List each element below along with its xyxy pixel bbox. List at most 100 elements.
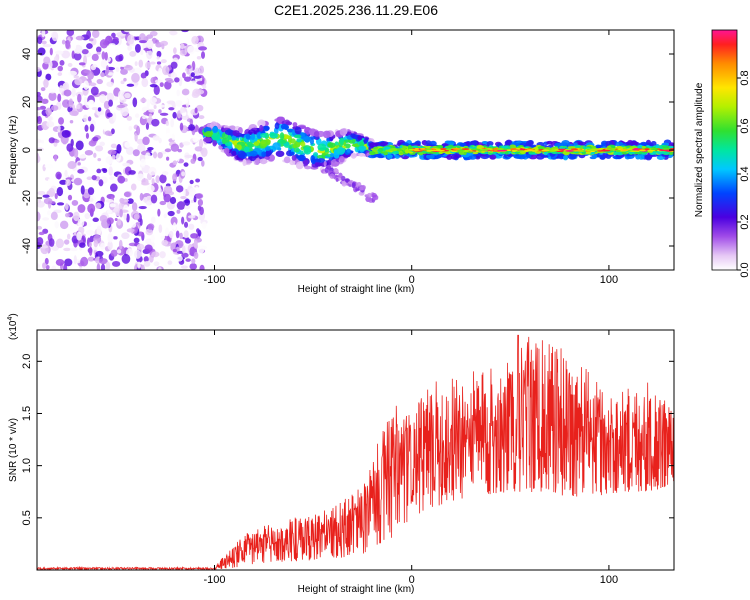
spectrogram-noise-mark — [140, 50, 144, 56]
spectrogram-band-mark — [377, 147, 384, 153]
spectrogram-noise-mark — [197, 205, 202, 212]
spectrogram-noise-mark — [47, 115, 54, 121]
spectrogram-noise-mark — [146, 201, 151, 206]
spectrogram-noise-mark — [78, 62, 86, 66]
spectrogram-noise-mark — [90, 64, 97, 71]
spectrogram-echo-mark — [211, 132, 221, 141]
y-tick-label: 2.0 — [21, 354, 33, 369]
spectrogram-noise-mark — [140, 158, 146, 167]
spectrogram-echo-mark — [295, 161, 304, 170]
y-tick-label: -40 — [21, 238, 33, 254]
spectrogram-noise-mark — [92, 30, 100, 39]
spectrogram-band-mark — [402, 145, 408, 149]
spectrogram-noise-mark — [179, 122, 184, 131]
spectrogram-band-mark — [394, 154, 400, 159]
spectrogram-panel: -100 0 100 -40 -20 0 20 40 Height of straight … — [8, 29, 675, 295]
spectrogram-noise-mark — [55, 259, 65, 266]
spectrogram-band-mark — [641, 145, 646, 149]
spectrogram-noise-mark — [51, 265, 57, 270]
spectrogram-noise-mark — [89, 123, 95, 132]
spectrogram-noise-mark — [159, 251, 166, 259]
spectrogram-core-mark — [639, 149, 646, 152]
spectrogram-noise-mark — [109, 176, 115, 181]
spectrogram-noise-mark — [183, 221, 189, 228]
spectrogram-noise-mark — [105, 155, 114, 165]
spectrogram-noise-mark — [184, 154, 193, 159]
spectrogram-noise-mark — [59, 220, 69, 230]
spectrogram-noise-mark — [133, 213, 140, 220]
spectrogram-noise-mark — [188, 124, 196, 131]
spectrogram-noise-mark — [194, 146, 203, 152]
spectrogram-noise-mark — [61, 50, 71, 59]
spectrogram-noise-mark — [83, 96, 88, 106]
spectrogram-noise-mark — [105, 199, 114, 203]
spectrogram-noise-mark — [190, 233, 199, 239]
spectrogram-noise-mark — [148, 113, 153, 119]
spectrogram-noise-mark — [170, 143, 180, 152]
spectrogram-noise-mark — [86, 176, 93, 180]
spectrogram-noise-mark — [142, 115, 147, 120]
spectrogram-noise-mark — [194, 185, 199, 194]
spectrogram-echo-mark — [280, 140, 287, 144]
spectrogram-noise-mark — [180, 195, 187, 200]
spectrogram-echo-mark — [260, 133, 268, 138]
spectrogram-noise-mark — [110, 143, 117, 149]
spectrogram-echo-mark — [247, 141, 253, 148]
spectrogram-noise-mark — [182, 141, 191, 146]
spectrogram-echo-mark — [291, 154, 297, 161]
spectrogram-core-mark — [548, 149, 555, 152]
spectrogram-noise-mark — [61, 130, 71, 138]
spectrogram-band-mark — [546, 140, 553, 145]
spectrogram-noise-mark — [153, 261, 160, 267]
spectrogram-band-mark — [425, 153, 435, 160]
spectrogram-core-mark — [573, 149, 581, 152]
spectrogram-band-mark — [543, 151, 548, 156]
spectrogram-noise-mark — [37, 138, 42, 144]
spectrogram-noise-mark — [142, 136, 150, 146]
spectrogram-noise-mark — [64, 169, 68, 177]
colorbar-tick-label: 0.8 — [739, 70, 750, 85]
spectrogram-noise-mark — [104, 130, 112, 136]
spectrogram-noise-mark — [41, 30, 46, 38]
spectrogram-noise-mark — [148, 108, 155, 113]
snr-y-label: SNR (10 * v/v) — [8, 418, 19, 482]
spectrogram-echo-mark — [322, 130, 331, 139]
spectrogram-core-mark — [607, 148, 615, 150]
x-tick-label: 0 — [409, 274, 415, 286]
spectrogram-noise-mark — [133, 237, 140, 244]
spectrogram-noise-mark — [176, 201, 186, 210]
spectrogram-noise-mark — [87, 116, 92, 122]
spectrogram-band-mark — [668, 151, 674, 156]
spectrogram-noise-mark — [156, 56, 160, 60]
spectrogram-noise-mark — [139, 192, 144, 201]
spectrogram-tail-mark — [335, 177, 339, 182]
spectrogram-noise-mark — [146, 49, 153, 60]
spectrogram-noise-mark — [200, 51, 206, 59]
spectrogram-band-mark — [446, 140, 455, 144]
spectrogram-noise-mark — [117, 90, 127, 100]
spectrogram-noise-mark — [106, 217, 114, 225]
spectrogram-echo-mark — [264, 146, 271, 151]
spectrogram-noise-mark — [72, 211, 80, 222]
spectrogram-noise-mark — [192, 136, 199, 143]
spectrogram-noise-mark — [40, 87, 46, 92]
spectrogram-echo-mark — [283, 156, 291, 164]
spectrogram-noise-mark — [150, 194, 158, 204]
spectrogram-noise-mark — [53, 154, 58, 162]
spectrogram-noise-mark — [96, 263, 101, 270]
spectrogram-echo-mark — [256, 132, 263, 139]
spectrogram-tail-mark — [323, 160, 327, 167]
spectrogram-noise-mark — [84, 124, 89, 132]
spectrogram-noise-mark — [97, 157, 102, 162]
spectrogram-echo-mark — [248, 129, 257, 136]
spectrogram-core-mark — [620, 149, 629, 151]
spectrogram-band-mark — [486, 140, 494, 147]
spectrogram-noise-mark — [115, 55, 123, 62]
spectrogram-echo-mark — [293, 134, 302, 139]
spectrogram-noise-mark — [69, 110, 79, 116]
spectrogram-echo-mark — [293, 147, 300, 153]
spectrogram-noise-mark — [146, 39, 154, 50]
spectrogram-noise-mark — [119, 197, 125, 204]
spectrogram-noise-mark — [106, 92, 115, 102]
spectrogram-noise-mark — [112, 37, 119, 43]
